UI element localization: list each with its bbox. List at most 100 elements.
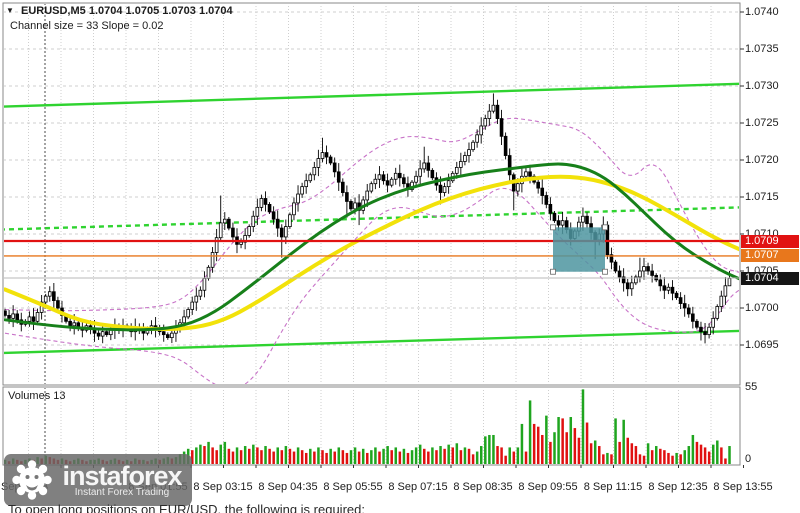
candle (422, 146, 427, 173)
time-axis-label[interactable]: 8 Sep 12:35 (648, 481, 708, 493)
volume-bar (390, 450, 393, 464)
candle (308, 172, 313, 183)
price-badge-1.0709: 1.0709 (741, 234, 799, 248)
price-axis-label[interactable]: 1.0700 (745, 302, 779, 314)
volume-bar (337, 447, 341, 464)
candle (467, 142, 471, 163)
volume-axis-min-label[interactable]: 0 (745, 453, 752, 465)
volume-bar (211, 447, 214, 464)
volume-bar (280, 450, 284, 464)
candle (475, 129, 479, 148)
volume-bar (667, 452, 670, 464)
candle (617, 265, 622, 283)
main-price-pane[interactable] (0, 3, 744, 389)
volume-series (4, 389, 731, 464)
candle (332, 157, 337, 178)
volume-bar (711, 444, 715, 464)
volume-bar (577, 437, 581, 464)
candle (165, 332, 170, 340)
selection-handle[interactable] (550, 268, 556, 275)
candle (613, 259, 618, 274)
volume-pane[interactable] (4, 387, 744, 465)
selection-handle[interactable] (602, 224, 608, 231)
time-axis-label[interactable]: 8 Sep 05:55 (323, 481, 383, 493)
symbol-label: EURUSD,M5 (20, 5, 86, 17)
candle (406, 176, 410, 197)
candle (190, 296, 195, 315)
candle (345, 185, 349, 218)
time-axis-label[interactable]: 8 Sep 11:15 (583, 481, 643, 493)
candle (548, 197, 553, 221)
volume-bar (618, 441, 621, 464)
candle (100, 324, 105, 344)
candle (646, 262, 650, 275)
volume-bar (398, 451, 402, 464)
volume-bar (479, 446, 483, 464)
price-axis-label[interactable]: 1.0725 (745, 117, 779, 129)
volume-bar (610, 454, 613, 464)
time-axis-label[interactable]: 8 Sep 08:35 (453, 481, 513, 493)
channel-mid-line[interactable] (0, 206, 740, 231)
volume-bar (374, 447, 377, 464)
selection-rectangle[interactable] (553, 227, 605, 272)
price-axis-label[interactable]: 1.0730 (745, 80, 779, 92)
volume-bar (313, 451, 316, 464)
volume-bar (679, 454, 682, 464)
volume-bar (565, 432, 568, 464)
volume-axis-max-label[interactable]: 55 (745, 381, 758, 393)
channel-top-line[interactable] (0, 82, 740, 108)
candle (243, 228, 247, 250)
selection-handle[interactable] (550, 224, 556, 231)
price-axis-label[interactable]: 1.0695 (745, 339, 779, 351)
candle (202, 271, 207, 298)
volume-bar (549, 441, 552, 464)
instaforex-logo-icon (12, 460, 52, 500)
time-axis-label[interactable]: 8 Sep 04:35 (258, 481, 318, 493)
volume-bar (703, 447, 707, 464)
volume-bar (256, 447, 259, 464)
volume-bar (333, 451, 336, 464)
candle (11, 305, 15, 328)
candle (638, 257, 642, 283)
symbol-dropdown-icon[interactable]: ▼ (6, 6, 14, 15)
time-axis-label[interactable]: 8 Sep 09:55 (518, 481, 578, 493)
volume-bar (508, 447, 511, 464)
time-axis-label[interactable]: 8 Sep 03:15 (193, 481, 253, 493)
candle (650, 263, 654, 283)
time-axis-label[interactable]: 8 Sep 13:55 (713, 481, 773, 493)
candle (459, 152, 463, 177)
candle (491, 93, 496, 114)
candle (222, 212, 227, 231)
volume-bar (284, 446, 288, 464)
volume-bar (642, 455, 646, 464)
candle (495, 99, 500, 125)
volume-bar (459, 450, 463, 464)
time-axis-label[interactable]: 8 Sep 07:15 (388, 481, 448, 493)
price-axis-label[interactable]: 1.0735 (745, 43, 779, 55)
candle (552, 211, 557, 223)
candle (634, 274, 638, 286)
price-axis-label[interactable]: 1.0720 (745, 154, 779, 166)
volume-bar (695, 441, 699, 464)
volume-bar (195, 447, 198, 464)
selection-handle[interactable] (602, 268, 608, 275)
volume-bar (435, 450, 438, 464)
candle (247, 224, 252, 238)
volume-bar (671, 455, 674, 464)
candle (259, 194, 264, 212)
volume-bar (512, 451, 516, 464)
volume-bar (626, 437, 630, 464)
price-axis-label[interactable]: 1.0715 (745, 191, 779, 203)
candle (446, 173, 451, 194)
volume-bar (561, 418, 564, 464)
price-axis-label[interactable]: 1.0740 (745, 6, 779, 18)
watermark-tagline-text: Instant Forex Trading (74, 486, 170, 498)
candle (479, 117, 483, 144)
volume-bar (573, 428, 577, 464)
candle (373, 173, 378, 190)
volume-bar (223, 441, 227, 464)
candle (666, 283, 671, 295)
article-text: To open long positions on EUR/USD, the f… (8, 502, 365, 513)
